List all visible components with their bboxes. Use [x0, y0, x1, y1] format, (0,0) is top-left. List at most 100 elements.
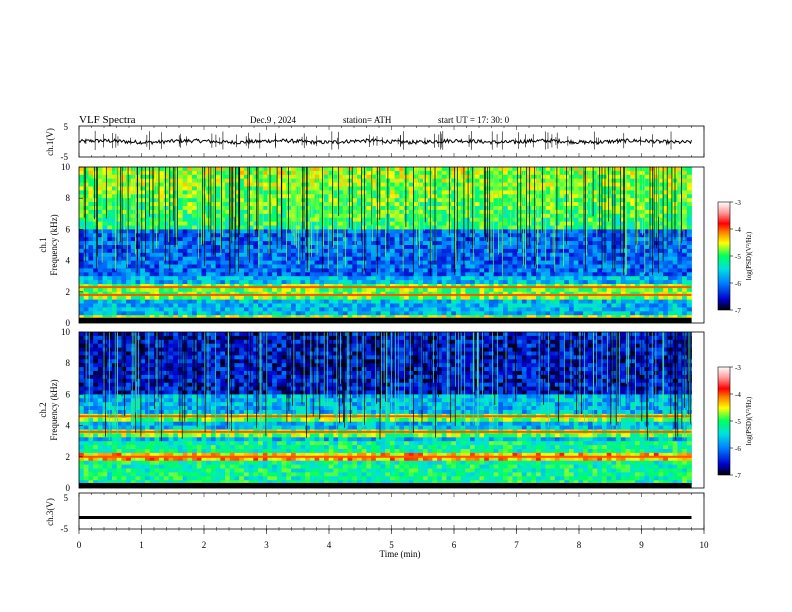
- spectrogram-cell: [592, 256, 598, 261]
- spectrogram-cell: [177, 272, 184, 277]
- spectrogram-cell: [111, 225, 118, 230]
- spectrogram-cell: [592, 303, 598, 308]
- spectrogram-cell: [140, 248, 146, 254]
- spectrogram-cell: [196, 229, 202, 234]
- spectrogram-cell: [276, 311, 282, 316]
- spectrogram-cell: [569, 295, 575, 300]
- spectrogram-cell: [258, 241, 264, 246]
- spectrogram-cell: [455, 252, 462, 258]
- spectrogram-cell: [196, 248, 202, 254]
- spectrogram-cell: [620, 287, 626, 293]
- spectrogram-cell: [540, 186, 546, 191]
- spectrogram-cell: [116, 190, 122, 195]
- spectrogram-cell: [93, 221, 99, 226]
- spectrogram-cell: [276, 303, 282, 308]
- spectrogram-cell: [389, 299, 396, 304]
- spectrogram-cell: [93, 248, 99, 254]
- spectrogram-cell: [606, 213, 612, 219]
- spectrogram-cell: [291, 182, 297, 187]
- spectrogram-cell: [286, 268, 292, 273]
- spectrogram-cell: [371, 217, 377, 222]
- spectrogram-cell: [606, 186, 612, 191]
- spectrogram-cell: [126, 245, 132, 250]
- spectrogram-cell: [140, 233, 146, 238]
- spectrogram-cell: [347, 229, 353, 234]
- spectrogram-cell: [394, 303, 400, 308]
- spectrogram-cell: [460, 186, 466, 191]
- spectrogram-cell: [366, 280, 372, 285]
- spectrogram-cell: [196, 194, 202, 199]
- spectrogram-cell: [225, 264, 231, 269]
- spectrogram-cell: [371, 186, 377, 191]
- spectrogram-cell: [262, 248, 268, 254]
- spectrogram-cell: [474, 194, 480, 199]
- spectrogram-cell: [620, 311, 626, 316]
- spectrogram-cell: [517, 229, 523, 234]
- spectrogram-cell: [225, 241, 231, 246]
- spectrogram-cell: [281, 209, 287, 215]
- spectrogram-cell: [540, 170, 546, 176]
- spectrogram-cell: [111, 182, 118, 187]
- spectrogram-cell: [366, 295, 372, 300]
- spectrogram-cell: [408, 178, 414, 183]
- spectrogram-cell: [639, 233, 645, 238]
- spectrogram-cell: [225, 252, 231, 258]
- spectrogram-cell: [611, 260, 617, 265]
- spectrogram-cell: [540, 167, 546, 172]
- spectrogram-cell: [305, 248, 311, 254]
- spectrogram-cell: [569, 276, 575, 281]
- spectrogram-cell: [347, 178, 353, 183]
- spectrogram-cell: [413, 280, 419, 285]
- spectrogram-cell: [267, 311, 273, 316]
- spectrogram-cell: [592, 182, 598, 187]
- spectrogram-cell: [616, 202, 622, 207]
- spectrogram-cell: [140, 260, 146, 265]
- spectrogram-cell: [521, 194, 527, 199]
- spectrogram-cell: [159, 174, 165, 180]
- spectrogram-cell: [399, 206, 405, 211]
- spectrogram-cell: [177, 256, 184, 261]
- spectrogram-cell: [583, 280, 589, 285]
- spectrogram-cell: [498, 202, 504, 207]
- spectrogram-cell: [564, 174, 570, 180]
- spectrogram-cell: [116, 174, 122, 180]
- spectrogram-cell: [243, 287, 250, 293]
- spectrogram-cell: [488, 221, 495, 226]
- spectrogram-cell: [573, 307, 579, 312]
- spectrogram-cell: [135, 268, 141, 273]
- spectrogram-cell: [295, 221, 301, 226]
- spectrogram-cell: [324, 229, 330, 234]
- spectrogram-cell: [526, 248, 532, 254]
- spectrogram-cell: [578, 307, 584, 312]
- spectrogram-cell: [144, 194, 151, 199]
- spectrogram-cell: [394, 295, 400, 300]
- spectrogram-cell: [531, 311, 537, 316]
- spectrogram-cell: [418, 237, 424, 242]
- spectrogram-cell: [173, 182, 179, 187]
- spectrogram-cell: [83, 311, 89, 316]
- spectrogram-cell: [479, 233, 485, 238]
- spectrogram-cell: [597, 280, 603, 285]
- spectrogram-cell: [187, 237, 193, 242]
- spectrogram-cell: [248, 167, 254, 172]
- spectrogram-cell: [309, 260, 315, 265]
- spectrogram-cell: [262, 311, 268, 316]
- ch1-waveform-ylabel: ch.1(V): [45, 128, 55, 156]
- spectrogram-cell: [545, 280, 551, 285]
- spectrogram-cell: [521, 170, 527, 176]
- spectrogram-cell: [192, 241, 198, 246]
- spectrogram-cell: [149, 186, 155, 191]
- spectrogram-cell: [201, 307, 207, 312]
- spectrogram-cell: [498, 229, 504, 234]
- spectrogram-cell: [248, 178, 254, 183]
- spectrogram-cell: [187, 229, 193, 234]
- spectrogram-cell: [399, 233, 405, 238]
- spectrogram-cell: [531, 237, 537, 242]
- spectrogram-cell: [83, 209, 89, 215]
- spectrogram-cell: [408, 233, 414, 238]
- spectrogram-cell: [554, 280, 560, 285]
- spectrogram-cell: [333, 194, 339, 199]
- spectrogram-cell: [229, 217, 235, 222]
- spectrogram-cell: [559, 167, 565, 172]
- spectrogram-cell: [564, 206, 570, 211]
